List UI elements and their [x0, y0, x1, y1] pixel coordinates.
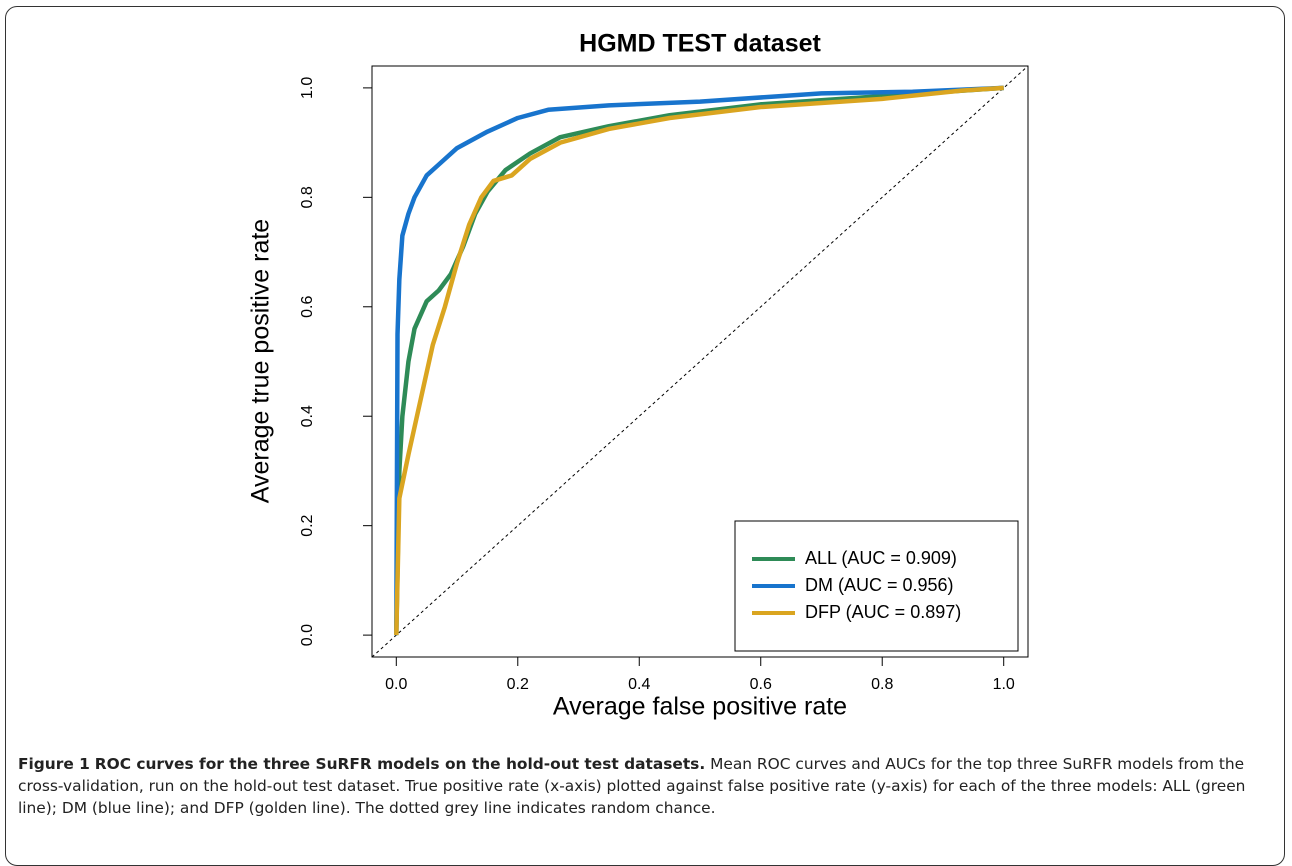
x-tick-label: 0.8: [871, 676, 893, 693]
y-tick-label: 0.4: [299, 405, 316, 427]
caption-text: Mean ROC curves and AUCs for the top thr…: [18, 755, 1246, 817]
caption-label: Figure 1: [18, 755, 90, 773]
x-tick-label: 0.2: [507, 676, 529, 693]
y-tick-label: 1.0: [299, 77, 316, 99]
chart: HGMD TEST dataset Average false positive…: [247, 30, 1029, 721]
legend-label: ALL (AUC = 0.909): [805, 548, 957, 568]
page: HGMD TEST dataset Average false positive…: [5, 6, 1285, 866]
y-tick-label: 0.8: [299, 186, 316, 208]
caption-title: ROC curves for the three SuRFR models on…: [94, 755, 706, 773]
x-tick-label: 0.0: [385, 676, 407, 693]
legend-box: [734, 520, 1019, 652]
legend-label: DM (AUC = 0.956): [805, 575, 954, 595]
roc-curve: [394, 85, 1004, 636]
y-axis-label: Average true positive rate: [247, 219, 275, 503]
y-tick-label: 0.2: [299, 514, 316, 536]
legend-label: DFP (AUC = 0.897): [805, 602, 961, 622]
x-tick-label: 0.6: [750, 676, 772, 693]
y-tick-label: 0.0: [299, 624, 316, 646]
x-tick-label: 0.4: [628, 676, 650, 693]
x-tick-label: 1.0: [993, 676, 1015, 693]
y-tick-label: 0.6: [299, 296, 316, 318]
x-axis-label: Average false positive rate: [553, 693, 847, 721]
caption: Figure 1 ROC curves for the three SuRFR …: [18, 753, 1280, 819]
roc-curve: [394, 85, 1004, 636]
chart-title: HGMD TEST dataset: [579, 30, 821, 58]
